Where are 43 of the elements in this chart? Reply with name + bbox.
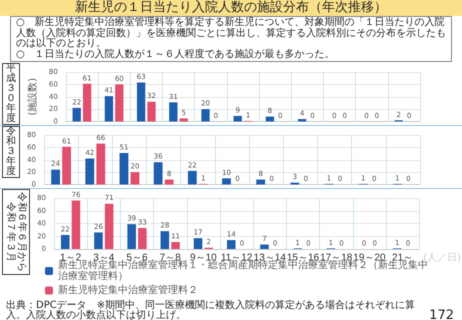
bar bbox=[51, 170, 60, 184]
bar bbox=[138, 228, 147, 249]
bar bbox=[226, 240, 236, 249]
y-axis-title: (施設数) bbox=[26, 78, 38, 116]
bar bbox=[260, 244, 269, 249]
bar bbox=[194, 238, 202, 249]
bar bbox=[188, 170, 197, 184]
text: ○ １日当たりの入院人数が１～６人程度である施設が最も多かった。 bbox=[16, 48, 336, 60]
source-note: 出典：DPCデータ ※期間中、同一医療機関に複数入院料の算定がある場合はそれぞれに算入。入院人数の小数点以下は切り上げ。 bbox=[6, 300, 416, 320]
text: 令和６年６月から令和７年３月 bbox=[5, 191, 27, 273]
bar bbox=[115, 84, 124, 122]
text: 172 bbox=[429, 308, 454, 320]
bar bbox=[82, 84, 92, 122]
bar bbox=[164, 180, 174, 184]
bar bbox=[85, 158, 94, 184]
bar bbox=[72, 200, 80, 249]
text: ○ 新生児特定集中治療室管理料等を算定する新生児について、対象期間の「１日当たりの入院人数（入院料の算定回数）」を医療機関ごとに算出し、算定する入院料別にその分布を示したものは以下のとおり。 bbox=[16, 17, 446, 49]
bar bbox=[127, 224, 136, 249]
legend-label: 新生児特定集中治療室管理料２ bbox=[58, 284, 198, 296]
text: 平成３０年度 bbox=[6, 63, 16, 124]
bar bbox=[120, 152, 128, 184]
bar bbox=[147, 102, 156, 122]
bar bbox=[94, 232, 103, 249]
bar bbox=[171, 242, 180, 249]
bar bbox=[104, 96, 114, 122]
bar bbox=[222, 178, 231, 184]
bar bbox=[201, 109, 210, 122]
bar bbox=[154, 162, 163, 184]
chart-title: 新生児の１日当たり入院人数の施設分布（年次推移） bbox=[0, 0, 462, 16]
bar bbox=[130, 172, 140, 184]
bar bbox=[266, 116, 274, 122]
bar bbox=[60, 234, 70, 249]
bar bbox=[180, 118, 188, 122]
bar bbox=[104, 204, 114, 249]
bar bbox=[160, 231, 170, 249]
bar bbox=[72, 108, 81, 122]
text: 令和３年度 bbox=[6, 126, 16, 177]
bar bbox=[234, 116, 242, 122]
bar bbox=[256, 180, 266, 184]
bar bbox=[136, 82, 146, 122]
bar bbox=[96, 144, 106, 184]
bar bbox=[169, 102, 178, 122]
bar bbox=[62, 146, 72, 184]
